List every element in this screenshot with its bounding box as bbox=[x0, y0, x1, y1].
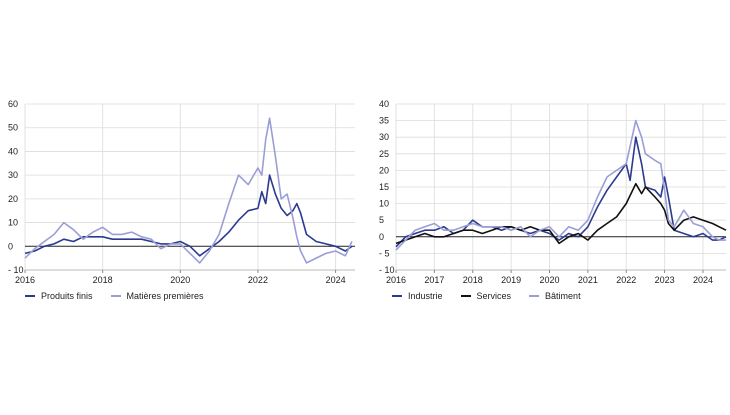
legend-item-batiment: Bâtiment bbox=[529, 291, 581, 301]
series-line-matieres-premieres bbox=[24, 117, 353, 264]
x-tick-label: 2016 bbox=[386, 275, 406, 285]
legend-label: Industrie bbox=[408, 291, 443, 301]
y-tick-label: 50 bbox=[8, 123, 18, 133]
y-tick-label: 30 bbox=[379, 132, 389, 142]
x-tick-label: 2021 bbox=[578, 275, 598, 285]
chart-panel-1: - 10 - 5 0 5 10 15 20 25 30 35 40 2016 2017 2018 2019 2… bbox=[379, 99, 727, 285]
y-tick-label: 25 bbox=[379, 149, 389, 159]
x-tick-label: 2018 bbox=[463, 275, 483, 285]
x-tick-label: 2016 bbox=[15, 275, 35, 285]
legend-item-produits-finis: Produits finis bbox=[25, 291, 93, 301]
y-tick-label: 60 bbox=[8, 99, 18, 109]
legend-swatch bbox=[25, 295, 35, 297]
legend-label: Services bbox=[476, 291, 512, 301]
y-tick-label: - 10 bbox=[379, 265, 395, 275]
series-line-produits-finis bbox=[24, 174, 353, 257]
series-line-services bbox=[395, 182, 727, 245]
y-tick-label: 30 bbox=[8, 170, 18, 180]
x-tick-label: 2024 bbox=[326, 275, 346, 285]
x-tick-label: 2018 bbox=[93, 275, 113, 285]
x-tick-label: 2019 bbox=[501, 275, 521, 285]
y-tick-label: - 10 bbox=[8, 265, 24, 275]
x-tick-label: 2023 bbox=[655, 275, 675, 285]
x-tick-label: 2020 bbox=[539, 275, 559, 285]
legend-swatch bbox=[392, 295, 402, 297]
legend-left: Produits finis Matières premières bbox=[25, 291, 222, 301]
legend-label: Matières premières bbox=[126, 291, 204, 301]
y-tick-label: 10 bbox=[8, 218, 18, 228]
legend-label: Bâtiment bbox=[545, 291, 581, 301]
legend-swatch bbox=[460, 295, 471, 297]
y-tick-label: 40 bbox=[8, 146, 18, 156]
series-line-batiment bbox=[395, 119, 726, 251]
y-tick-label: 5 bbox=[379, 215, 384, 225]
y-tick-label: 0 bbox=[8, 241, 13, 251]
legend-item-matieres-premieres: Matières premières bbox=[110, 291, 204, 301]
x-tick-label: 2022 bbox=[248, 275, 268, 285]
y-tick-label: 20 bbox=[8, 194, 18, 204]
chart-panel-0: - 10 0 10 20 30 40 50 60 2016 2018 2020 2022 2024 bbox=[8, 99, 355, 285]
y-tick-label: 10 bbox=[379, 199, 389, 209]
legend-item-industrie: Industrie bbox=[392, 291, 443, 301]
legend-item-services: Services bbox=[460, 291, 512, 301]
legend-swatch bbox=[529, 295, 540, 297]
x-tick-label: 2022 bbox=[616, 275, 636, 285]
x-tick-label: 2017 bbox=[424, 275, 444, 285]
y-tick-label: 15 bbox=[379, 182, 389, 192]
legend-swatch bbox=[110, 295, 121, 297]
y-tick-label: - 5 bbox=[379, 248, 390, 258]
y-tick-label: 20 bbox=[379, 165, 389, 175]
x-tick-label: 2024 bbox=[693, 275, 713, 285]
y-tick-label: 35 bbox=[379, 116, 389, 126]
x-tick-label: 2020 bbox=[170, 275, 190, 285]
y-tick-label: 0 bbox=[379, 232, 384, 242]
legend-right: Industrie Services Bâtiment bbox=[392, 291, 599, 301]
legend-label: Produits finis bbox=[41, 291, 93, 301]
y-tick-label: 40 bbox=[379, 99, 389, 109]
